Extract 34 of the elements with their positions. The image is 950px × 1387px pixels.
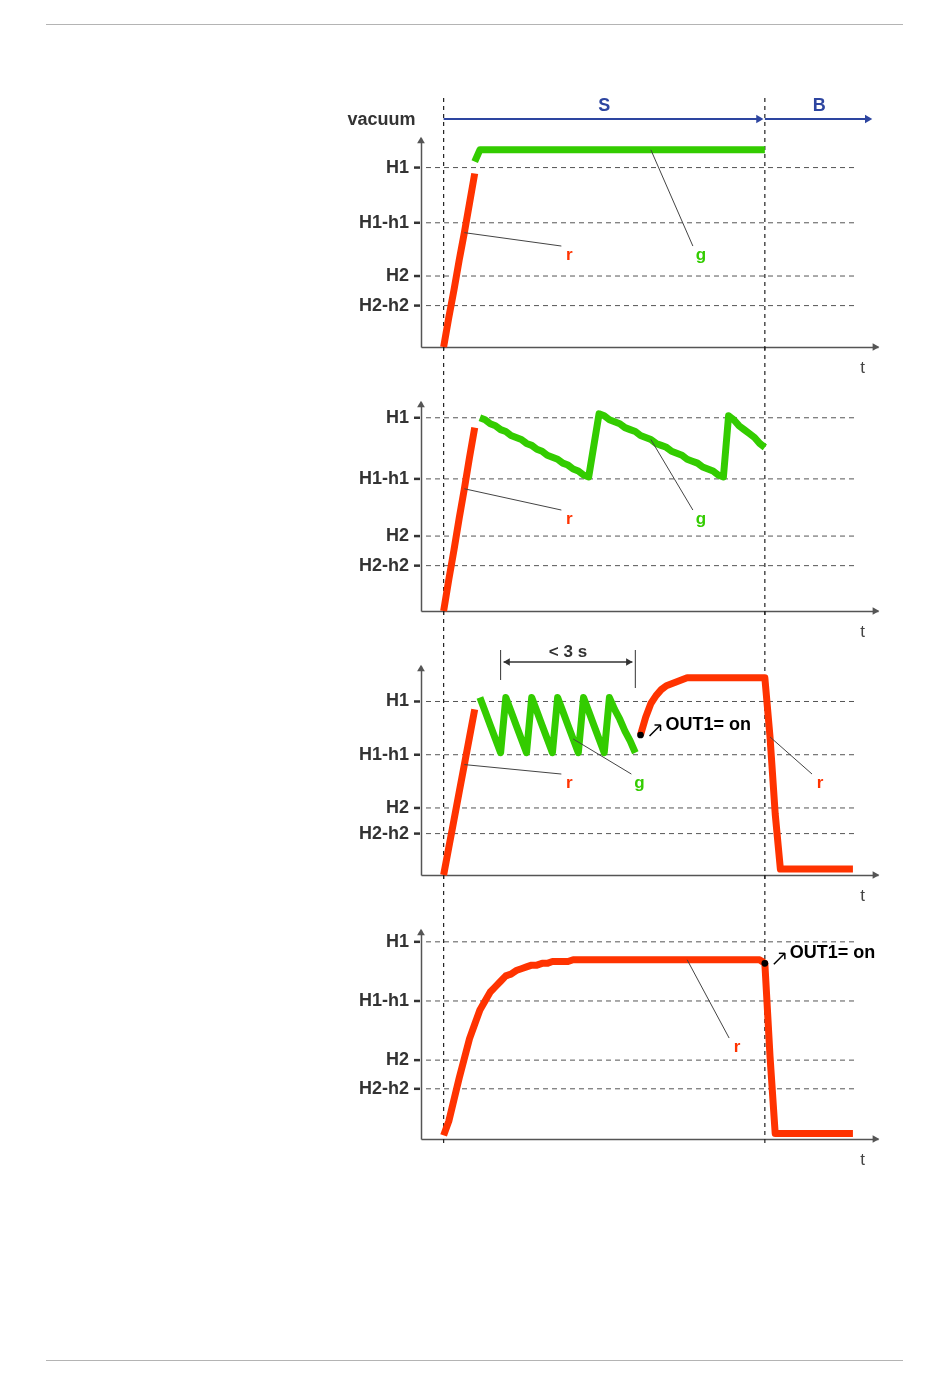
text: B: [812, 95, 826, 115]
text: r: [566, 245, 574, 265]
ref-line-label: H2-h2: [358, 554, 409, 575]
text: S: [598, 95, 611, 115]
x-axis-title: t: [860, 621, 866, 641]
series-label: g: [634, 773, 645, 793]
text: < 3 s: [548, 642, 588, 661]
ref-line-label: H2-h2: [358, 822, 409, 843]
ref-line-label: H1-h1: [358, 743, 409, 764]
text: r: [566, 509, 574, 529]
text: g: [695, 509, 707, 529]
ref-line-label: H1: [385, 156, 409, 177]
ref-line-label: H2-h2: [358, 294, 409, 315]
text: r: [816, 773, 824, 793]
text: g: [695, 245, 707, 265]
ref-line-label: H2: [385, 525, 409, 546]
ref-line-label: H2: [385, 1049, 409, 1070]
ref-line-label: H1-h1: [358, 467, 409, 488]
ref-line-label: H1: [385, 406, 409, 427]
ref-line-label: H1-h1: [358, 989, 409, 1010]
ref-line-label: H2-h2: [358, 1077, 409, 1098]
annotation: OUT1= on: [665, 714, 752, 735]
ref-line-label: H2: [385, 265, 409, 286]
ref-line-label: H1: [385, 690, 409, 711]
x-axis-title: t: [860, 1149, 866, 1169]
x-axis-title: t: [860, 885, 866, 905]
series-label: r: [733, 1037, 741, 1057]
x-axis-title: t: [860, 357, 866, 377]
ref-line-label: H1-h1: [358, 211, 409, 232]
text: r: [566, 773, 573, 793]
y-axis-title: vacuum: [347, 108, 416, 129]
ref-line-label: H2: [385, 796, 409, 817]
annotation: OUT1= on: [789, 942, 876, 963]
ref-line-label: H1: [385, 930, 409, 951]
